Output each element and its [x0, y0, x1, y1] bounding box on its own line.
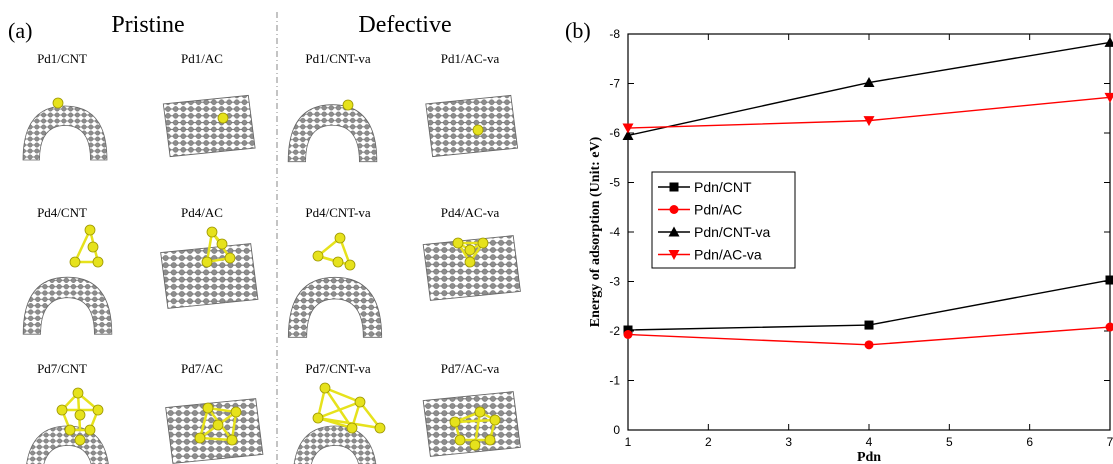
- x-tick-label: 1: [625, 435, 632, 449]
- figure: (a) Pristine Defective Pd1/CNT Pd1/AC Pd…: [0, 0, 1113, 464]
- structure-label: Pd7/CNT: [37, 361, 87, 376]
- group-title: Defective: [358, 12, 451, 38]
- structure-label: Pd4/CNT: [37, 205, 87, 220]
- legend-marker: [670, 183, 679, 192]
- structure-label: Pd4/CNT-va: [305, 205, 370, 220]
- structure-label: Pd7/AC: [181, 361, 223, 376]
- pd-cluster: [313, 233, 355, 270]
- x-tick-label: 6: [1026, 435, 1033, 449]
- structure-label: Pd1/AC: [181, 51, 223, 66]
- cnt-structure: [288, 105, 377, 162]
- pd-atom: [343, 100, 353, 110]
- y-tick-label: -7: [609, 77, 620, 91]
- y-tick-label: -4: [609, 225, 620, 239]
- structure-label: Pd4/AC: [181, 205, 223, 220]
- marker: [865, 321, 874, 330]
- y-tick-label: -1: [609, 374, 620, 388]
- cnt-structure: [293, 426, 377, 464]
- pd-atom: [218, 113, 228, 123]
- x-axis-label: Pdn: [857, 450, 881, 464]
- x-tick-label: 3: [785, 435, 792, 449]
- x-tick-label: 4: [866, 435, 873, 449]
- cnt-structure: [23, 106, 107, 160]
- marker: [1106, 323, 1113, 332]
- structure-label: Pd1/CNT-va: [305, 51, 370, 66]
- structure-label: Pd4/AC-va: [441, 205, 500, 220]
- cnt-structure: [23, 277, 112, 334]
- cnt-structure: [288, 277, 381, 337]
- x-tick-label: 2: [705, 435, 712, 449]
- pd-cluster: [70, 225, 103, 267]
- x-tick-label: 5: [946, 435, 953, 449]
- ac-structure: [426, 95, 518, 156]
- pd-atom: [53, 98, 63, 108]
- marker: [1106, 276, 1113, 285]
- y-tick-label: -2: [609, 324, 620, 338]
- legend-label: Pdn/CNT-va: [694, 224, 770, 240]
- y-tick-label: -3: [609, 275, 620, 289]
- y-tick-label: -5: [609, 176, 620, 190]
- structure-label: Pd7/AC-va: [441, 361, 500, 376]
- group-title: Pristine: [111, 12, 184, 38]
- y-tick-label: -8: [609, 27, 620, 41]
- structure-label: Pd1/AC-va: [441, 51, 500, 66]
- legend-label: Pdn/AC-va: [694, 247, 762, 263]
- y-axis-label: Energy of adsorption (Unit: eV): [588, 136, 603, 327]
- y-tick-label: 0: [613, 423, 620, 437]
- marker: [624, 330, 633, 339]
- legend-label: Pdn/AC: [694, 202, 742, 218]
- panel-label: (a): [8, 18, 32, 43]
- y-tick-label: -6: [609, 126, 620, 140]
- structure-label: Pd7/CNT-va: [305, 361, 370, 376]
- pd-atom: [473, 125, 483, 135]
- panel-b: (b) Pdn Energy of adsorption (Unit: eV) …: [565, 18, 1113, 464]
- panel-a: (a) Pristine Defective Pd1/CNT Pd1/AC Pd…: [8, 12, 520, 464]
- pd-cluster: [313, 383, 385, 433]
- panel-label: (b): [565, 18, 591, 43]
- structure-label: Pd1/CNT: [37, 51, 87, 66]
- legend-marker: [670, 205, 679, 214]
- marker: [865, 340, 874, 349]
- ac-structure: [163, 95, 255, 156]
- x-tick-label: 7: [1107, 435, 1113, 449]
- legend-label: Pdn/CNT: [694, 179, 752, 195]
- marker: [1105, 37, 1113, 47]
